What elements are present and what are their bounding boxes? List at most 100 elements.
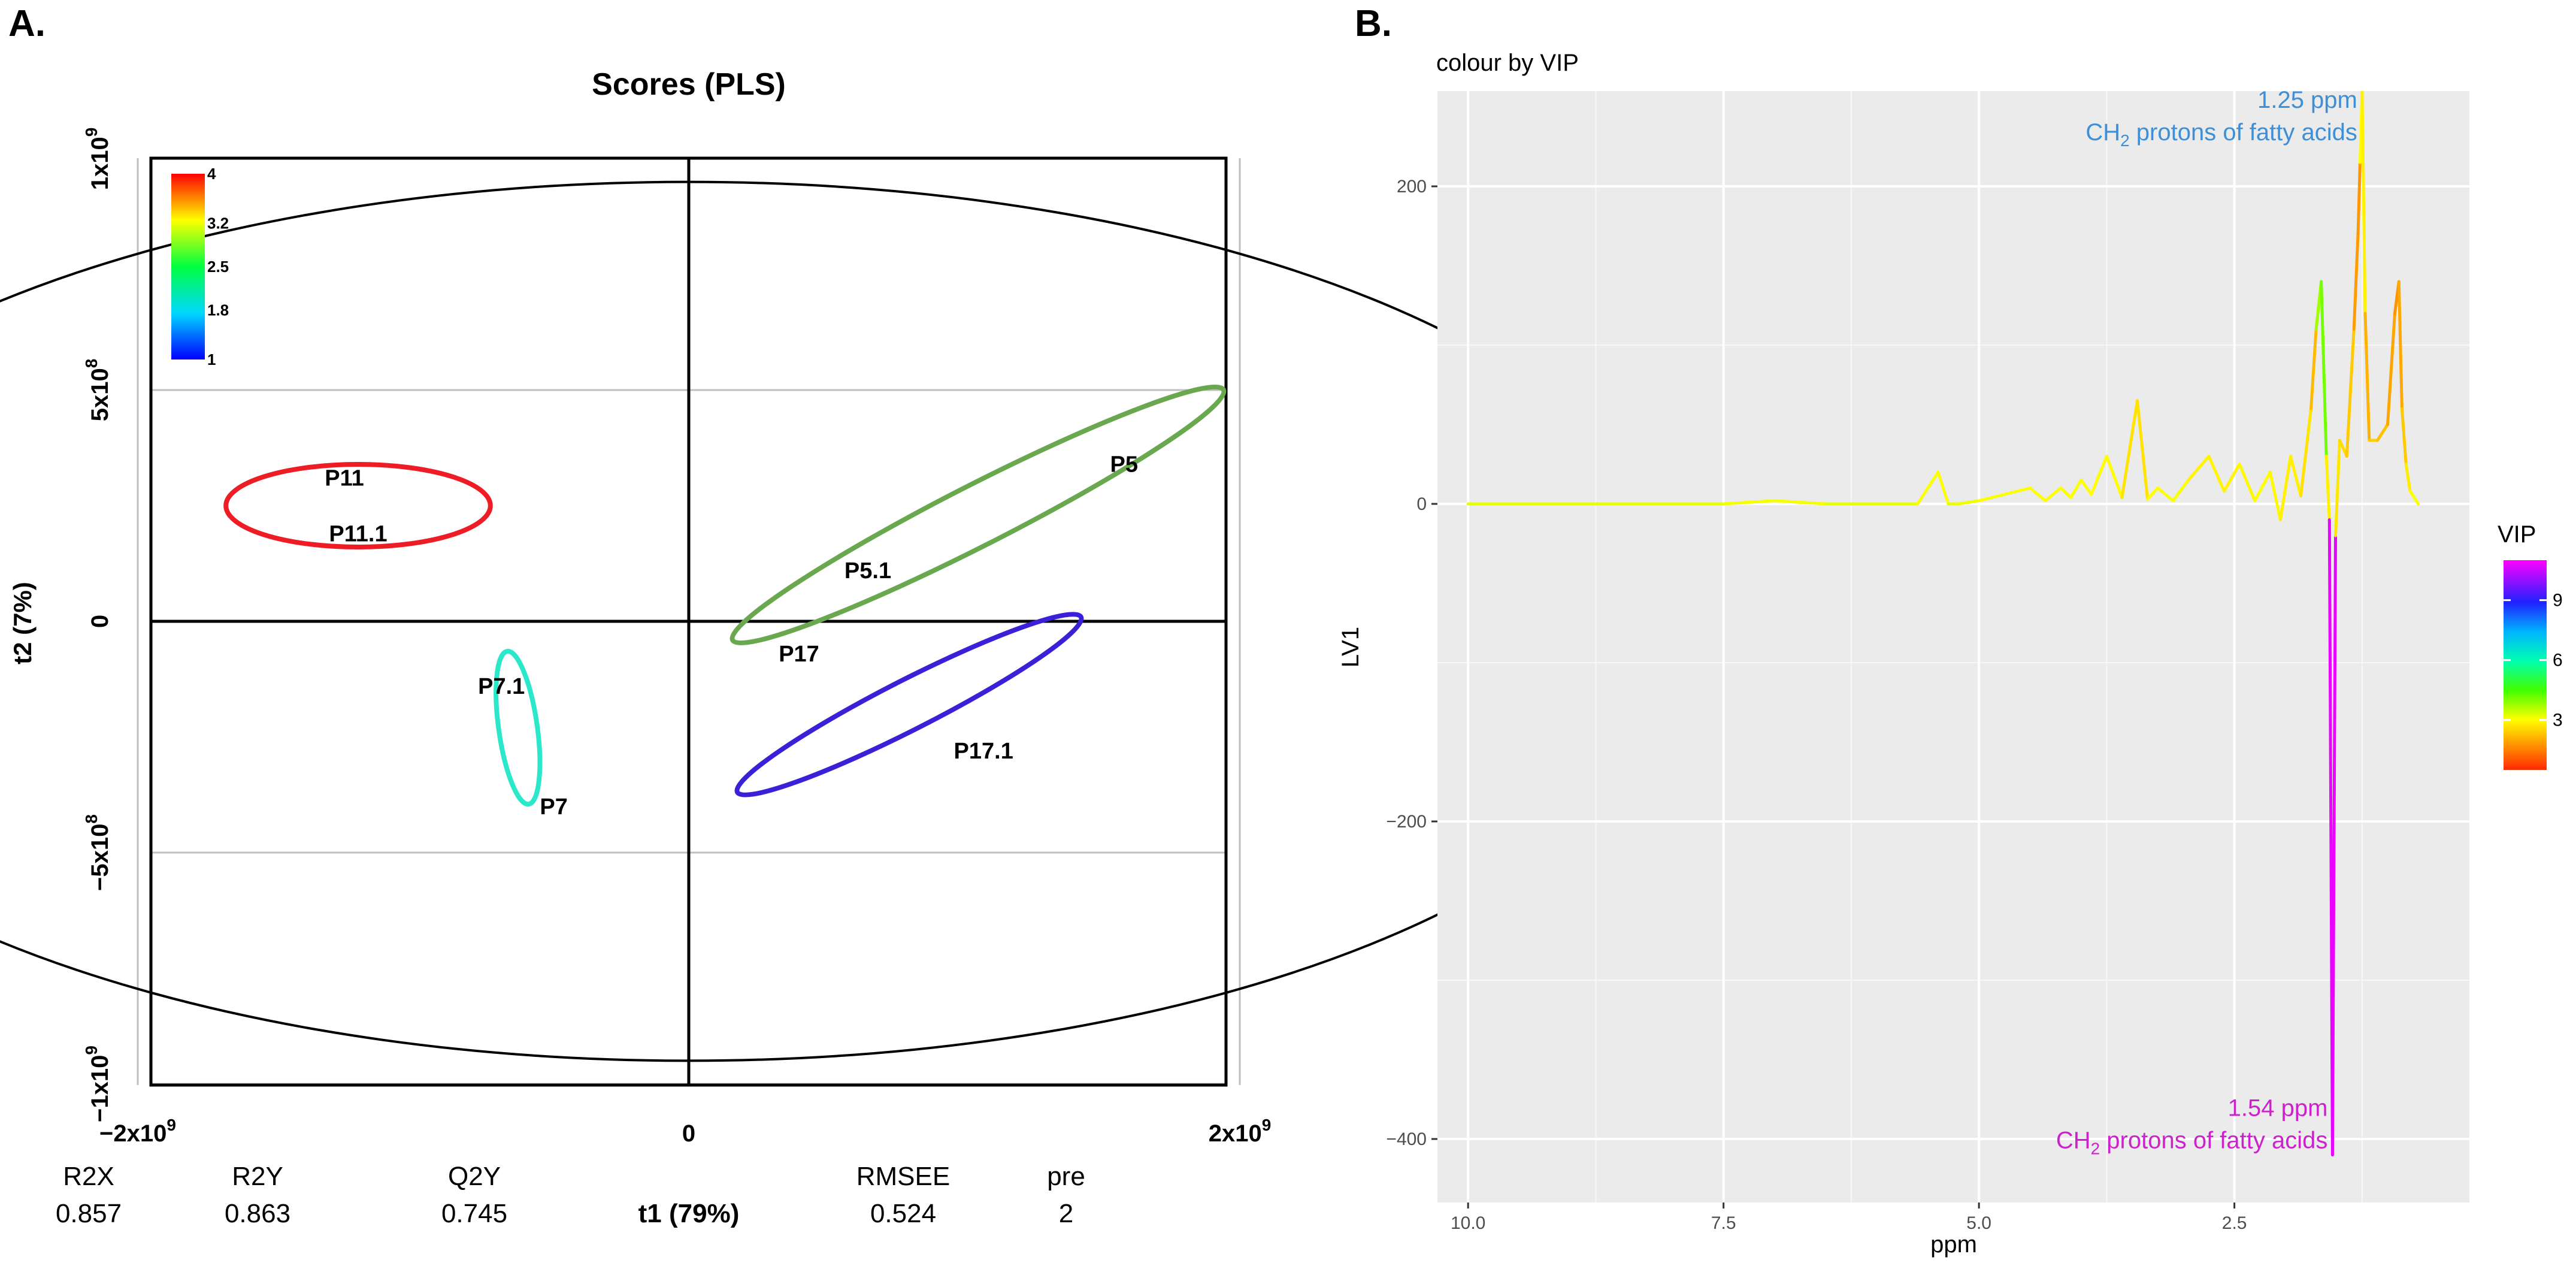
stat-r2x-value: 0.857 [56, 1199, 122, 1228]
stats-table: R2X 0.857 R2Y 0.863 Q2Y 0.745 RMSEE 0.52… [56, 1162, 1085, 1228]
panel-a-y-tick: 5x108 [82, 359, 113, 422]
panel-b-y-tick: 0 [1416, 494, 1427, 514]
colorbar-tick: 1 [207, 351, 216, 368]
peak-annotation-ppm: 1.54 ppm [2228, 1095, 2328, 1122]
loading-segment [2278, 455, 2292, 521]
sample-label: P5 [1110, 452, 1138, 478]
peak-annotation-assignment: CH2 protons of fatty acids [2085, 119, 2357, 150]
sample-label: P7.1 [478, 674, 525, 699]
loading-segment [2408, 490, 2420, 506]
stat-r2y-name: R2Y [232, 1162, 283, 1191]
colorbar-tick: 2.5 [207, 258, 229, 276]
loading-segment [2268, 470, 2282, 521]
group-ellipse [494, 648, 543, 807]
panel-b-x-tick: 2.5 [2222, 1213, 2247, 1233]
loading-segment [2404, 463, 2412, 493]
group-ellipse [734, 612, 1084, 797]
loading-segment [2330, 534, 2338, 1156]
stat-r2y-value: 0.863 [225, 1199, 290, 1228]
loading-segment [2352, 232, 2360, 331]
loading-segment [2375, 423, 2390, 442]
panel-a-frame [149, 156, 1228, 1087]
loading-segment [2090, 455, 2108, 496]
loading-segment [2059, 487, 2073, 499]
panel-b-y-tick: 200 [1397, 177, 1427, 197]
sample-label: P5.1 [844, 558, 891, 584]
panel-a-y-tick: 0 [87, 615, 113, 628]
stat-q2y-name: Q2Y [448, 1162, 501, 1191]
loading-segment [1936, 470, 1950, 506]
panel-b-gridlines [1437, 91, 2469, 1202]
loading-segment [2223, 463, 2241, 493]
panel-b-y-label: LV1 [1337, 627, 1364, 667]
panel-b-x-tick: 10.0 [1451, 1213, 1485, 1233]
panel-a-y-tick: 1x109 [82, 128, 113, 191]
panel-a-x-tick: −2x109 [99, 1116, 176, 1147]
loading-segment [2207, 455, 2226, 493]
loading-segment [2156, 487, 2175, 503]
vip-legend-tick: 9 [2553, 591, 2563, 611]
vip-legend-title: VIP [2498, 521, 2536, 548]
loading-segment [2069, 478, 2083, 499]
loading-segment [2360, 91, 2367, 315]
peak-annotation-assignment: CH2 protons of fatty acids [2056, 1128, 2328, 1158]
stat-rmsee-name: RMSEE [856, 1162, 950, 1191]
panel-b-x-tick: 7.5 [1711, 1213, 1736, 1233]
loading-segment [1722, 499, 1776, 506]
loading-segment [2386, 312, 2396, 426]
sample-label: P17.1 [954, 739, 1013, 764]
vip-colorbar [2504, 560, 2547, 770]
loading-segment [2397, 280, 2404, 410]
group-ellipse [729, 384, 1227, 646]
loading-segment [2079, 478, 2093, 496]
sample-label: P17 [779, 642, 819, 667]
panel-a-y-label: t2 (7%) [8, 582, 37, 664]
vip-legend-tick: 6 [2553, 651, 2563, 670]
panel-b-title: colour by VIP [1436, 50, 1579, 76]
loading-segment [2238, 463, 2257, 503]
peak-annotation-ppm: 1.25 ppm [2257, 87, 2357, 113]
loading-segment [2187, 455, 2211, 482]
loading-segment [2356, 161, 2362, 235]
loading-segment [2136, 399, 2150, 501]
loading-segment [2309, 328, 2318, 410]
loading-segment [2400, 407, 2408, 466]
loading-segment [2028, 487, 2047, 503]
panel-a-colorbar [171, 174, 205, 359]
panel-a-x-tick: 0 [682, 1120, 695, 1147]
panel-a-x-tick: 2x109 [1209, 1116, 1272, 1147]
panel-b-letter: B. [1355, 3, 1392, 44]
panel-a-x-label: t1 (79%) [638, 1199, 740, 1228]
loading-segment [2363, 312, 2371, 442]
stat-pre-name: pre [1047, 1162, 1085, 1191]
vip-legend-tick: 3 [2553, 711, 2563, 730]
panel-b-y-tick: −400 [1386, 1129, 1427, 1149]
panel-a-title: Scores (PLS) [592, 67, 786, 102]
loading-segment [2120, 399, 2139, 499]
loading-segment [2289, 455, 2303, 498]
loading-segment [2146, 487, 2160, 501]
loading-segment [2345, 328, 2356, 458]
loading-segment [2171, 478, 2190, 503]
loading-segment [2253, 470, 2272, 503]
loading-segment [1977, 487, 2032, 503]
loading-segment [2299, 407, 2313, 498]
panel-b-x-tick: 5.0 [1966, 1213, 1991, 1233]
loading-segment [2320, 280, 2328, 458]
loading-segment [2334, 439, 2341, 537]
stat-rmsee-value: 0.524 [870, 1199, 936, 1228]
panel-a-letter: A. [8, 3, 46, 44]
sample-label: P7 [540, 794, 567, 820]
panel-a-y-tick: −1x109 [82, 1046, 113, 1122]
loading-segment [2105, 455, 2124, 499]
colorbar-tick: 1.8 [207, 301, 229, 319]
loading-segment [2324, 455, 2331, 521]
group-ellipse [223, 462, 493, 549]
panel-a-y-tick: −5x108 [82, 814, 113, 891]
loading-segment [1773, 499, 1827, 506]
stat-r2x-name: R2X [63, 1162, 114, 1191]
sample-label: P11 [325, 466, 364, 491]
loading-segment [2044, 487, 2063, 503]
colorbar-tick: 3.2 [207, 214, 229, 232]
sample-label: P11.1 [329, 521, 387, 546]
